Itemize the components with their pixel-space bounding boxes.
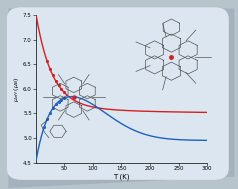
Point (54, 103, 58, 106)
Point (45, 118, 49, 121)
Point (60, 98, 63, 101)
Point (57, 84, 60, 87)
Y-axis label: $\mu_{eff}$ ($\mu_B$): $\mu_{eff}$ ($\mu_B$) (12, 76, 21, 101)
Point (54, 79, 58, 82)
Point (51, 74, 55, 77)
Point (51, 107, 55, 110)
Point (45, 60, 49, 63)
Point (57, 100, 60, 103)
Point (42, 125, 46, 128)
Point (62, 97, 66, 100)
Point (60, 88, 63, 91)
X-axis label: T (K): T (K) (113, 174, 130, 180)
Point (48, 67, 52, 70)
Point (48, 112, 52, 115)
Point (62, 91, 66, 94)
